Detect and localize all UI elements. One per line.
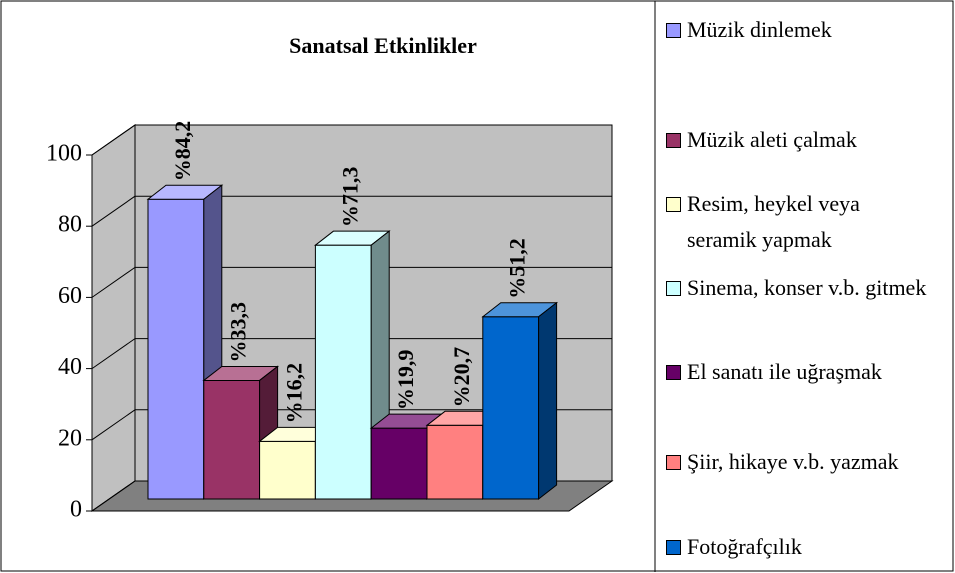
grid-line <box>91 124 136 156</box>
value-label: %16,2 <box>282 363 307 424</box>
value-label: %20,7 <box>449 347 474 408</box>
bar-side <box>538 301 558 501</box>
y-tick-label: 100 <box>46 141 82 167</box>
legend-item: Sinema, konser v.b. gitmek <box>666 270 934 306</box>
chart-title: Sanatsal Etkinlikler <box>289 33 477 58</box>
grid-line <box>91 266 136 298</box>
y-tick-label: 0 <box>70 497 82 523</box>
legend-item: El sanatı ile uğraşmak <box>666 354 934 390</box>
y-tick-label: 20 <box>58 425 82 451</box>
grid-line <box>91 409 136 441</box>
value-label: %33,3 <box>226 302 251 363</box>
value-label: %84,2 <box>170 121 195 182</box>
bar <box>314 244 372 500</box>
legend-swatch <box>666 23 681 38</box>
legend-item: Şiir, hikaye v.b. yazmak <box>666 444 934 480</box>
legend-swatch <box>666 197 681 212</box>
grid-line <box>91 338 136 370</box>
legend-label: Resim, heykel veya seramik yapmak <box>687 191 860 252</box>
y-tick-label: 60 <box>58 283 82 309</box>
legend-label: Şiir, hikaye v.b. yazmak <box>687 449 899 474</box>
legend-label: Sinema, konser v.b. gitmek <box>687 275 927 300</box>
value-label: %51,2 <box>505 238 530 299</box>
legend-item: Müzik aleti çalmak <box>666 122 934 158</box>
legend-swatch <box>666 540 681 555</box>
value-label: %19,9 <box>393 350 418 411</box>
y-tick-label: 40 <box>58 354 82 380</box>
left-wall <box>91 124 136 512</box>
legend-label: El sanatı ile uğraşmak <box>687 359 882 384</box>
legend-label: Fotoğrafçılık <box>687 534 802 559</box>
bar <box>370 427 428 500</box>
legend-swatch <box>666 281 681 296</box>
grid-line <box>91 480 136 512</box>
bar <box>259 440 316 500</box>
legend-swatch <box>666 455 681 470</box>
bar <box>482 316 540 500</box>
legend-item: Fotoğrafçılık <box>666 529 934 565</box>
legend-label: Müzik dinlemek <box>687 17 832 42</box>
grid-line <box>91 195 136 227</box>
bar <box>203 379 261 500</box>
legend-swatch <box>666 365 681 380</box>
legend-label: Müzik aleti çalmak <box>687 127 857 152</box>
legend-item: Müzik dinlemek <box>666 12 934 48</box>
y-tick-label: 80 <box>58 212 82 238</box>
bar <box>426 424 484 500</box>
legend-swatch <box>666 133 681 148</box>
bar <box>147 198 205 500</box>
value-label: %71,3 <box>337 167 362 228</box>
legend-item: Resim, heykel veya seramik yapmak <box>666 186 934 258</box>
